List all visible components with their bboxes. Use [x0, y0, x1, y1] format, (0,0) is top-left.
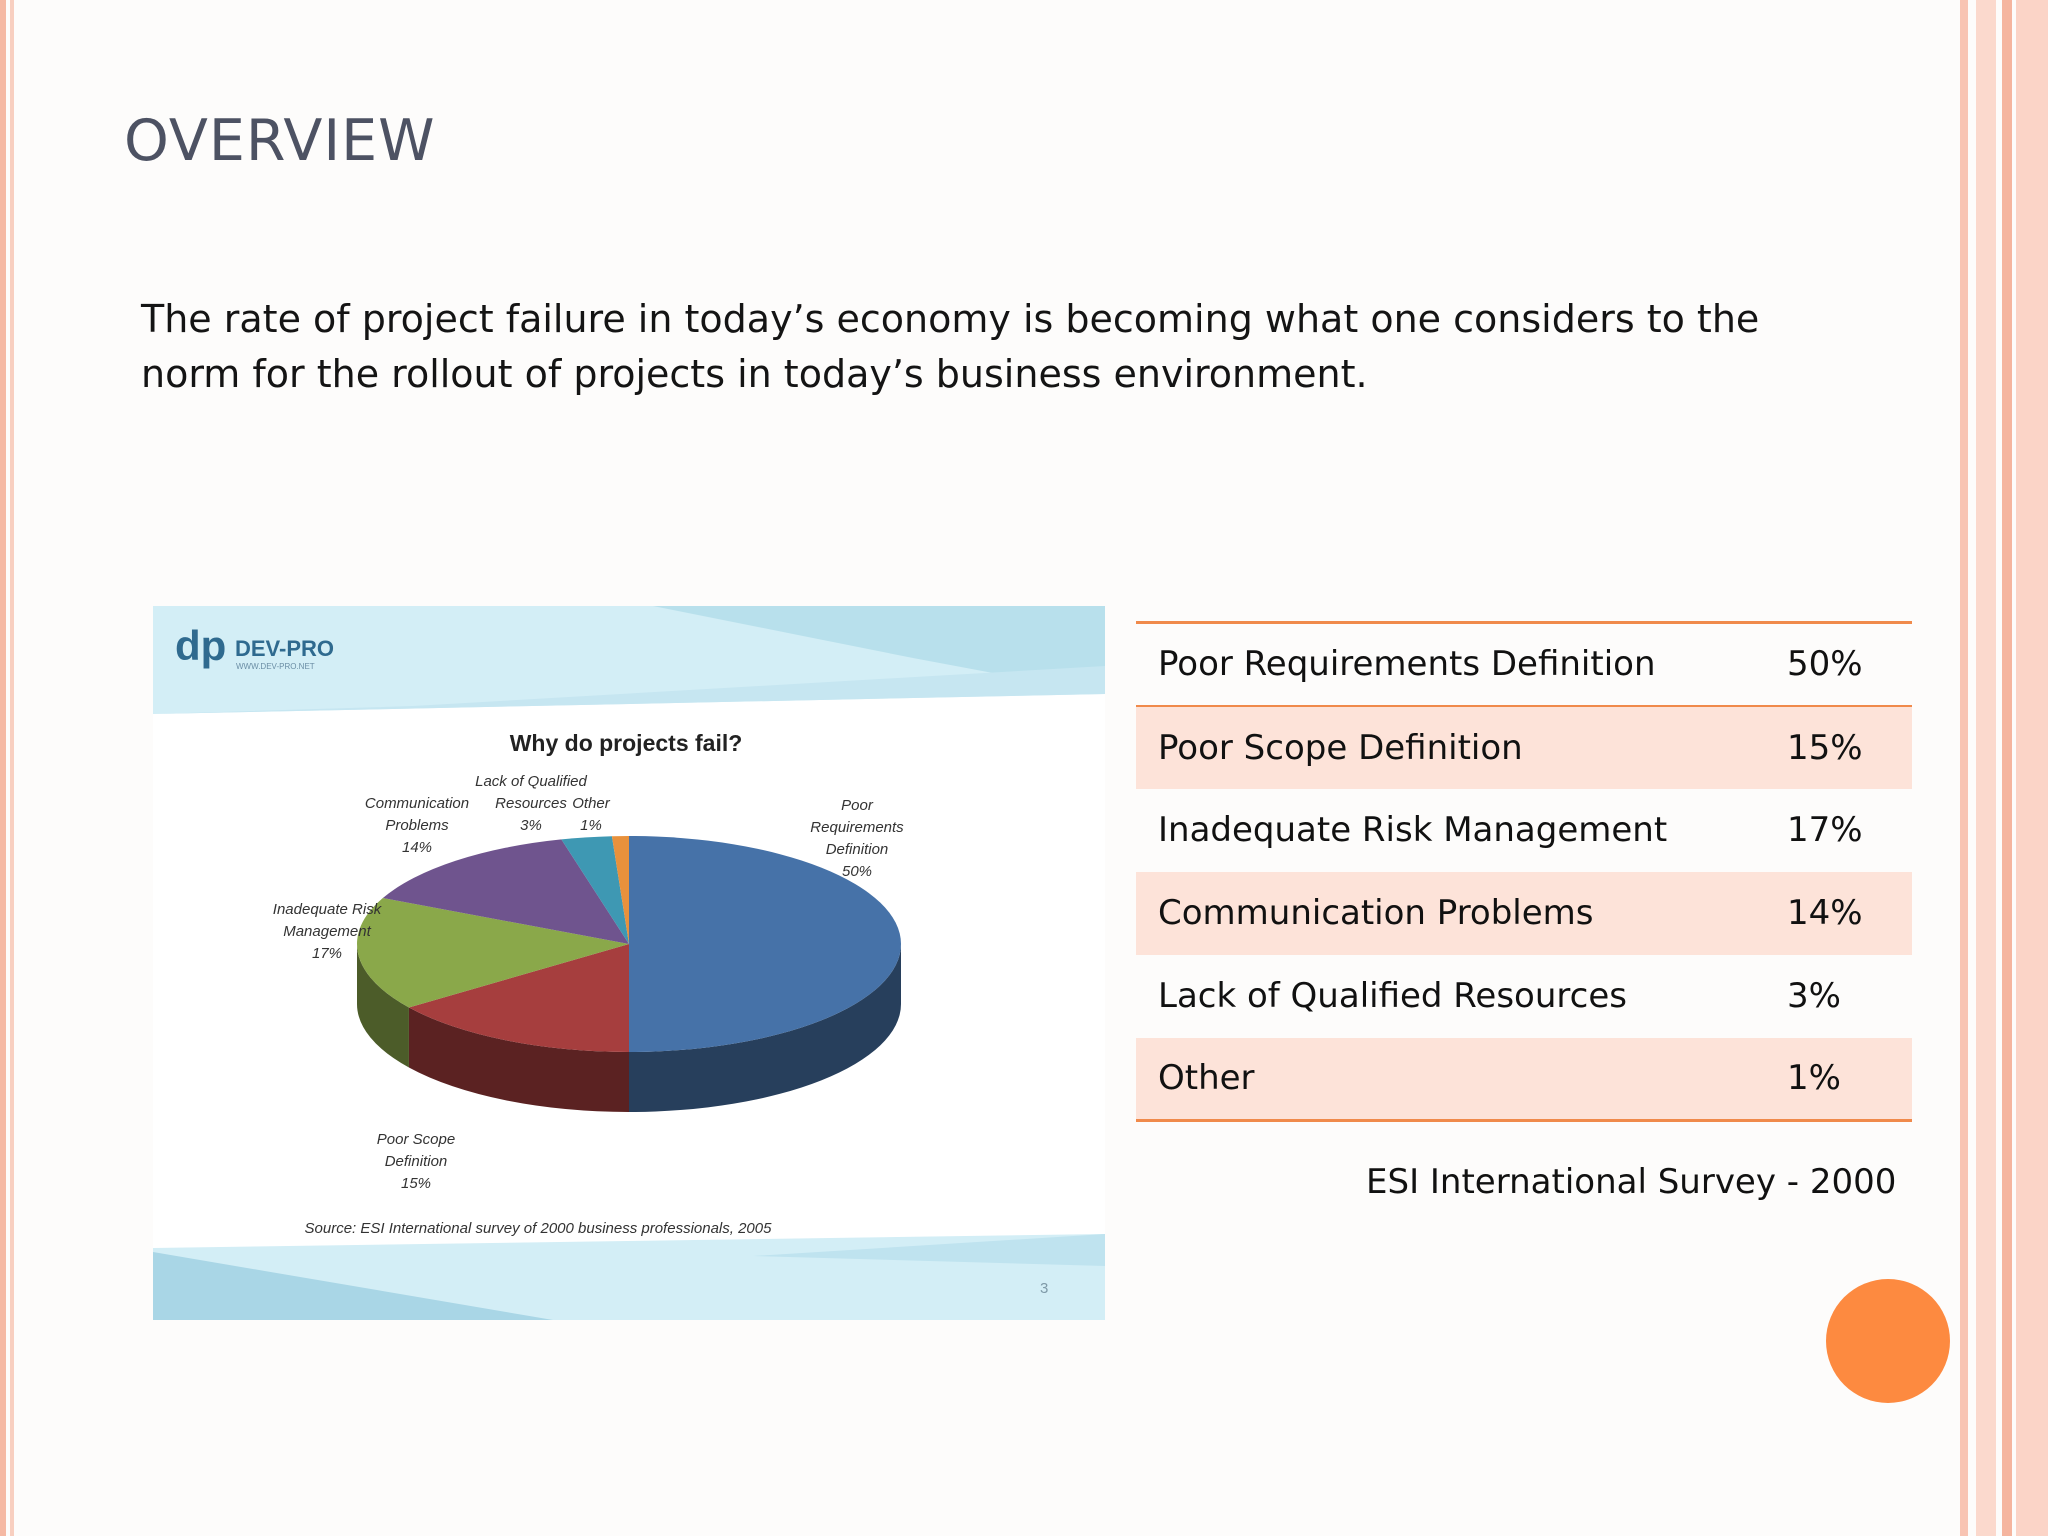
cause-cell: Poor Requirements Definition: [1136, 621, 1787, 706]
pie-slice-label: Problems: [385, 817, 449, 834]
pie-slice-label: Lack of Qualified: [475, 773, 587, 790]
pie-slice-side: [357, 944, 409, 1068]
cause-cell: Inadequate Risk Management: [1158, 810, 1668, 850]
pie-slice-label: 14%: [402, 839, 432, 856]
cause-cell: Communication Problems: [1136, 871, 1787, 955]
pie-slice-label: 15%: [401, 1175, 431, 1192]
pie-slice-label: Poor: [841, 797, 874, 814]
percent-cell: 15%: [1787, 704, 1912, 789]
pie-depth: [357, 944, 901, 1112]
table-row: Lack of Qualified Resources 3%: [1136, 955, 1912, 1038]
pie-slice-label: Inadequate Risk: [273, 901, 383, 918]
dp-logo-mark: dp: [175, 622, 226, 669]
pie-slice: [382, 839, 629, 944]
decorative-orange-circle: [1826, 1279, 1950, 1403]
pie-top: [357, 836, 901, 1052]
pie-slice-label: Resources: [495, 795, 567, 812]
pie-slice-side: [408, 1007, 629, 1112]
footer-banner: 3: [153, 1234, 1105, 1320]
pie-slice-label: Requirements: [810, 819, 904, 836]
pie-slice-label: Management: [283, 923, 371, 940]
slide-body-text: The rate of project failure in today’s e…: [141, 297, 1760, 396]
left-border-stripe-inner: [10, 0, 14, 1536]
pie-slice: [611, 836, 629, 944]
percent-cell: 17%: [1787, 810, 1863, 850]
left-border-stripe: [0, 0, 6, 1536]
right-border-stripe: [1960, 0, 1968, 1536]
percent-cell: 1%: [1787, 1037, 1912, 1122]
cause-cell: Poor Scope Definition: [1136, 704, 1787, 789]
percent-cell: 14%: [1787, 871, 1912, 955]
failure-causes-table: Poor Requirements Definition 50% Poor Sc…: [1136, 621, 1912, 1122]
pie-slice-label: 17%: [312, 945, 342, 962]
pie-slice: [357, 898, 629, 1008]
pie-slice-label: 50%: [842, 863, 872, 880]
right-border-stripe: [2002, 0, 2012, 1536]
pie-chart-svg: dp DEV-PRO WWW.DEV-PRO.NET 3 Why do proj…: [153, 606, 1105, 1320]
table-row: Communication Problems 14%: [1136, 871, 1912, 955]
table-row: Poor Requirements Definition 50%: [1136, 621, 1912, 706]
cause-cell: Lack of Qualified Resources: [1158, 976, 1627, 1016]
pie-slice-label: Definition: [385, 1153, 448, 1170]
logo-url: WWW.DEV-PRO.NET: [236, 662, 315, 671]
pie-slice-label: Other: [572, 795, 611, 812]
slide-title: OVERVIEW: [124, 108, 436, 174]
right-border-stripe: [2016, 0, 2048, 1536]
table-row: Other 1%: [1136, 1037, 1912, 1122]
pie-slice-label: 1%: [580, 817, 602, 834]
right-border-stripe: [1976, 0, 1996, 1536]
chart-title: Why do projects fail?: [510, 730, 743, 756]
header-banner: [153, 606, 1105, 714]
pie-slice-side: [629, 944, 901, 1112]
percent-cell: 3%: [1787, 976, 1841, 1016]
percent-cell: 50%: [1787, 621, 1912, 706]
chart-source: Source: ESI International survey of 2000…: [305, 1220, 773, 1237]
pie-slice-label: Definition: [826, 841, 889, 858]
page-number: 3: [1040, 1280, 1048, 1297]
table-row: Inadequate Risk Management 17%: [1136, 789, 1912, 872]
dev-pro-logo: dp DEV-PRO WWW.DEV-PRO.NET: [175, 622, 334, 671]
cause-cell: Other: [1136, 1037, 1787, 1122]
pie-slice: [408, 944, 629, 1052]
embedded-chart-image: dp DEV-PRO WWW.DEV-PRO.NET 3 Why do proj…: [153, 606, 1105, 1320]
pie-slice-label: Poor Scope: [377, 1131, 455, 1148]
logo-text: DEV-PRO: [235, 636, 334, 661]
pie-slice: [629, 836, 901, 1052]
table-row: Poor Scope Definition 15%: [1136, 704, 1912, 789]
survey-caption: ESI International Survey - 2000: [1366, 1162, 1897, 1202]
pie-slice: [561, 836, 629, 944]
pie-slice-label: 3%: [520, 817, 542, 834]
pie-slice-label: Communication: [365, 795, 469, 812]
pie-labels: Poor Requirements Definition 50% Poor Scope D…: [273, 773, 904, 1192]
